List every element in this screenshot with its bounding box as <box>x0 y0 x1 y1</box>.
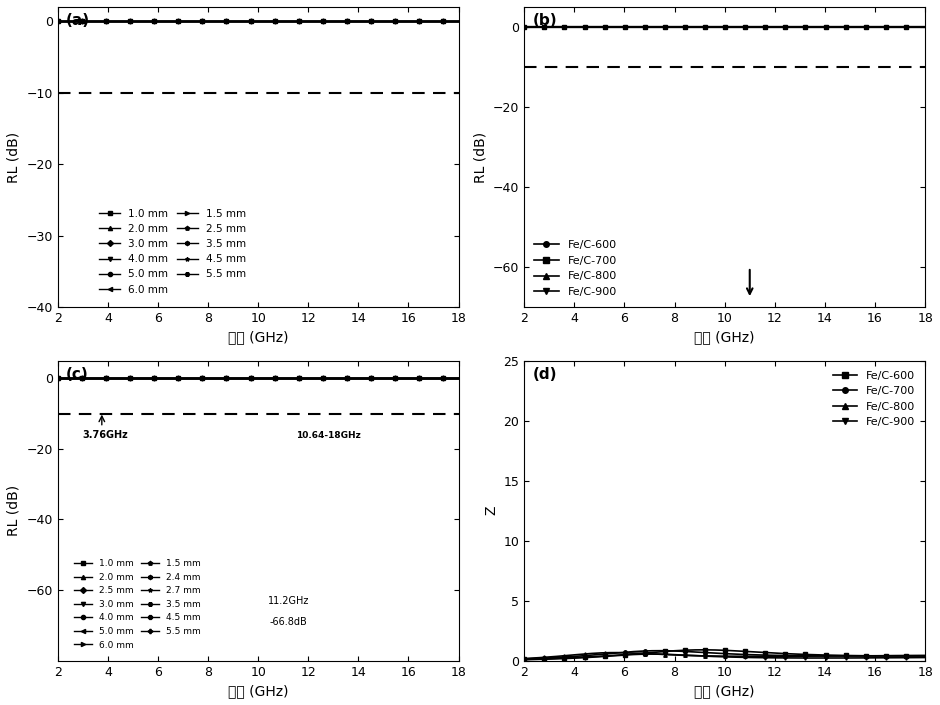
Text: (b): (b) <box>532 13 556 28</box>
Text: 11.2GHz: 11.2GHz <box>268 596 309 606</box>
Legend: 1.0 mm, 2.0 mm, 3.0 mm, 4.0 mm, 5.0 mm, 6.0 mm, 1.5 mm, 2.5 mm, 3.5 mm, 4.5 mm, : 1.0 mm, 2.0 mm, 3.0 mm, 4.0 mm, 5.0 mm, … <box>95 204 250 299</box>
X-axis label: 频率 (GHz): 频率 (GHz) <box>695 684 755 698</box>
Legend: Fe/C-600, Fe/C-700, Fe/C-800, Fe/C-900: Fe/C-600, Fe/C-700, Fe/C-800, Fe/C-900 <box>828 366 919 431</box>
Text: (c): (c) <box>66 367 88 381</box>
Legend: 1.0 mm, 2.0 mm, 2.5 mm, 3.0 mm, 4.0 mm, 5.0 mm, 6.0 mm, 1.5 mm, 2.4 mm, 2.7 mm, : 1.0 mm, 2.0 mm, 2.5 mm, 3.0 mm, 4.0 mm, … <box>70 556 205 653</box>
X-axis label: 频率 (GHz): 频率 (GHz) <box>695 331 755 345</box>
Text: (a): (a) <box>66 13 90 28</box>
Legend: Fe/C-600, Fe/C-700, Fe/C-800, Fe/C-900: Fe/C-600, Fe/C-700, Fe/C-800, Fe/C-900 <box>530 236 621 302</box>
Text: -66.8dB: -66.8dB <box>270 618 307 627</box>
Text: 3.76GHz: 3.76GHz <box>83 430 129 440</box>
Text: 10.64-18GHz: 10.64-18GHz <box>296 431 361 440</box>
X-axis label: 频率 (GHz): 频率 (GHz) <box>227 331 289 345</box>
Y-axis label: RL (dB): RL (dB) <box>474 131 488 183</box>
Y-axis label: RL (dB): RL (dB) <box>7 131 21 183</box>
Text: (d): (d) <box>532 367 556 381</box>
X-axis label: 频率 (GHz): 频率 (GHz) <box>227 684 289 698</box>
Y-axis label: RL (dB): RL (dB) <box>7 485 21 537</box>
Y-axis label: Z: Z <box>484 506 498 515</box>
